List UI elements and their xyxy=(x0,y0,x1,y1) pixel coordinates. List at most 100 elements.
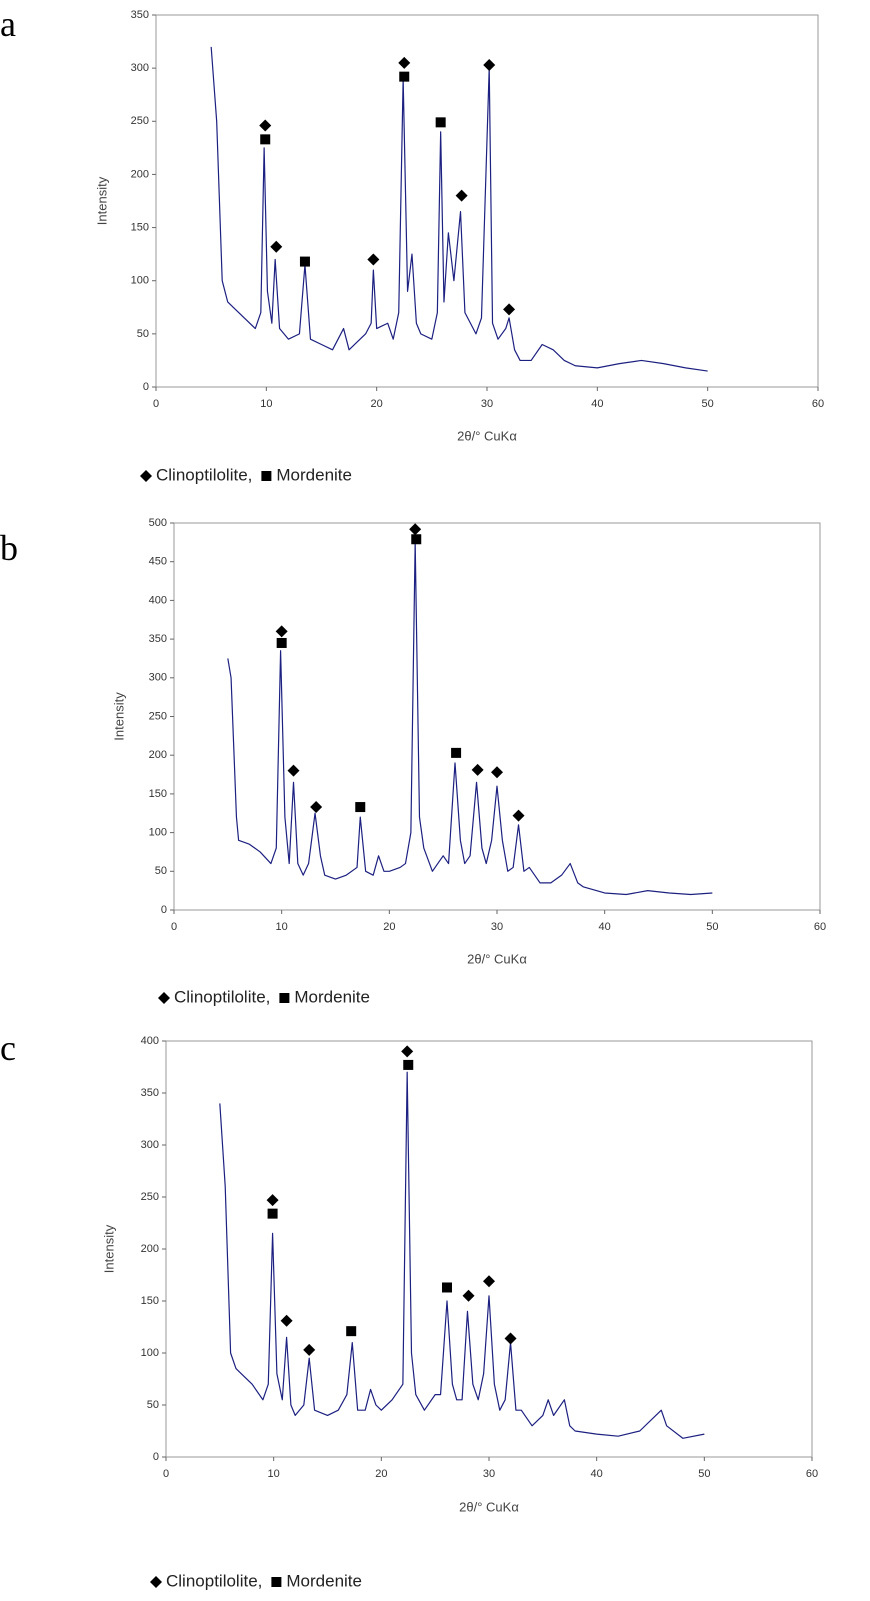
y-tick-label: 150 xyxy=(149,788,167,800)
legend-label: Mordenite xyxy=(286,1571,362,1590)
y-tick-label: 100 xyxy=(141,1347,159,1359)
x-tick-label: 50 xyxy=(698,1468,710,1480)
y-tick-label: 350 xyxy=(141,1087,159,1099)
diamond-marker xyxy=(462,1289,475,1302)
x-tick-label: 30 xyxy=(483,1468,495,1480)
square-marker xyxy=(346,1326,357,1337)
x-axis-title: 2θ/° CuKα xyxy=(459,1499,519,1514)
panel-label: c xyxy=(0,1028,16,1068)
square-marker xyxy=(442,1282,453,1293)
diamond-marker xyxy=(455,189,468,202)
y-tick-label: 100 xyxy=(149,827,167,839)
legend-label: Clinoptilolite, xyxy=(156,465,252,484)
legend-symbol xyxy=(140,470,152,482)
diamond-marker xyxy=(398,56,411,69)
square-marker xyxy=(403,1059,414,1070)
x-tick-label: 20 xyxy=(375,1468,387,1480)
x-tick-label: 40 xyxy=(591,1468,603,1480)
xrd-line xyxy=(210,46,708,372)
square-marker xyxy=(276,637,287,648)
diamond-marker xyxy=(504,1332,517,1345)
xrd-line xyxy=(227,541,713,896)
plot-frame xyxy=(165,1040,813,1458)
diamond-marker xyxy=(303,1343,316,1356)
y-tick-label: 400 xyxy=(141,1035,159,1047)
x-tick-label: 30 xyxy=(491,921,503,933)
diamond-marker xyxy=(266,1194,279,1207)
x-tick-label: 40 xyxy=(599,921,611,933)
legend-symbol xyxy=(158,992,170,1004)
y-axis-title: Intensity xyxy=(111,692,126,741)
x-tick-label: 10 xyxy=(268,1468,280,1480)
plot-frame xyxy=(155,14,819,388)
diamond-marker xyxy=(367,253,380,266)
xrd-line xyxy=(219,1071,705,1439)
legend-label: Mordenite xyxy=(294,987,370,1006)
square-marker xyxy=(267,1208,278,1219)
y-tick-label: 50 xyxy=(147,1399,159,1411)
x-tick-label: 60 xyxy=(814,921,826,933)
legend-symbol xyxy=(271,1577,282,1587)
y-tick-label: 0 xyxy=(161,904,167,916)
y-tick-label: 250 xyxy=(141,1191,159,1203)
y-tick-label: 300 xyxy=(149,672,167,684)
x-tick-label: 10 xyxy=(276,921,288,933)
x-tick-label: 30 xyxy=(481,398,493,410)
square-marker xyxy=(355,802,366,813)
square-marker xyxy=(411,534,422,545)
x-tick-label: 0 xyxy=(171,921,177,933)
panel-label: b xyxy=(0,528,18,568)
diamond-marker xyxy=(512,809,525,822)
y-tick-label: 0 xyxy=(143,381,149,393)
legend-symbol xyxy=(279,993,290,1003)
diamond-marker xyxy=(401,1045,414,1058)
x-tick-label: 10 xyxy=(260,398,272,410)
diamond-marker xyxy=(280,1314,293,1327)
diamond-marker xyxy=(270,240,283,253)
y-tick-label: 150 xyxy=(141,1295,159,1307)
square-marker xyxy=(260,134,271,145)
legend-symbol xyxy=(150,1576,162,1588)
diamond-marker xyxy=(503,303,516,316)
x-tick-label: 40 xyxy=(591,398,603,410)
square-marker xyxy=(451,747,462,758)
x-tick-label: 0 xyxy=(163,1468,169,1480)
x-tick-label: 50 xyxy=(702,398,714,410)
y-tick-label: 150 xyxy=(131,221,149,233)
y-tick-label: 0 xyxy=(153,1451,159,1463)
x-axis-title: 2θ/° CuKα xyxy=(457,428,517,443)
y-tick-label: 300 xyxy=(131,62,149,74)
x-tick-label: 20 xyxy=(383,921,395,933)
x-tick-label: 50 xyxy=(706,921,718,933)
diamond-marker xyxy=(471,763,484,776)
diamond-marker xyxy=(259,119,272,132)
diamond-marker xyxy=(483,58,496,71)
x-axis-title: 2θ/° CuKα xyxy=(467,951,527,966)
x-tick-label: 60 xyxy=(812,398,824,410)
diamond-marker xyxy=(491,766,503,779)
y-tick-label: 200 xyxy=(141,1243,159,1255)
diamond-marker xyxy=(275,625,288,638)
y-tick-label: 250 xyxy=(149,710,167,722)
diamond-marker xyxy=(409,523,422,536)
legend-label: Mordenite xyxy=(276,465,352,484)
y-tick-label: 200 xyxy=(131,168,149,180)
x-tick-label: 20 xyxy=(371,398,383,410)
y-tick-label: 350 xyxy=(149,633,167,645)
y-axis-title: Intensity xyxy=(101,1224,116,1273)
legend-symbol xyxy=(261,471,272,481)
y-tick-label: 50 xyxy=(137,328,149,340)
legend-label: Clinoptilolite, xyxy=(166,1571,262,1590)
square-marker xyxy=(299,256,310,267)
panel-label: a xyxy=(0,4,16,44)
y-axis-title: Intensity xyxy=(94,176,109,225)
y-tick-label: 50 xyxy=(155,865,167,877)
y-tick-label: 300 xyxy=(141,1139,159,1151)
plot-frame xyxy=(173,522,821,911)
square-marker xyxy=(399,71,410,82)
diamond-marker xyxy=(310,801,323,814)
diamond-marker xyxy=(483,1275,495,1288)
y-tick-label: 400 xyxy=(149,594,167,606)
y-tick-label: 200 xyxy=(149,749,167,761)
